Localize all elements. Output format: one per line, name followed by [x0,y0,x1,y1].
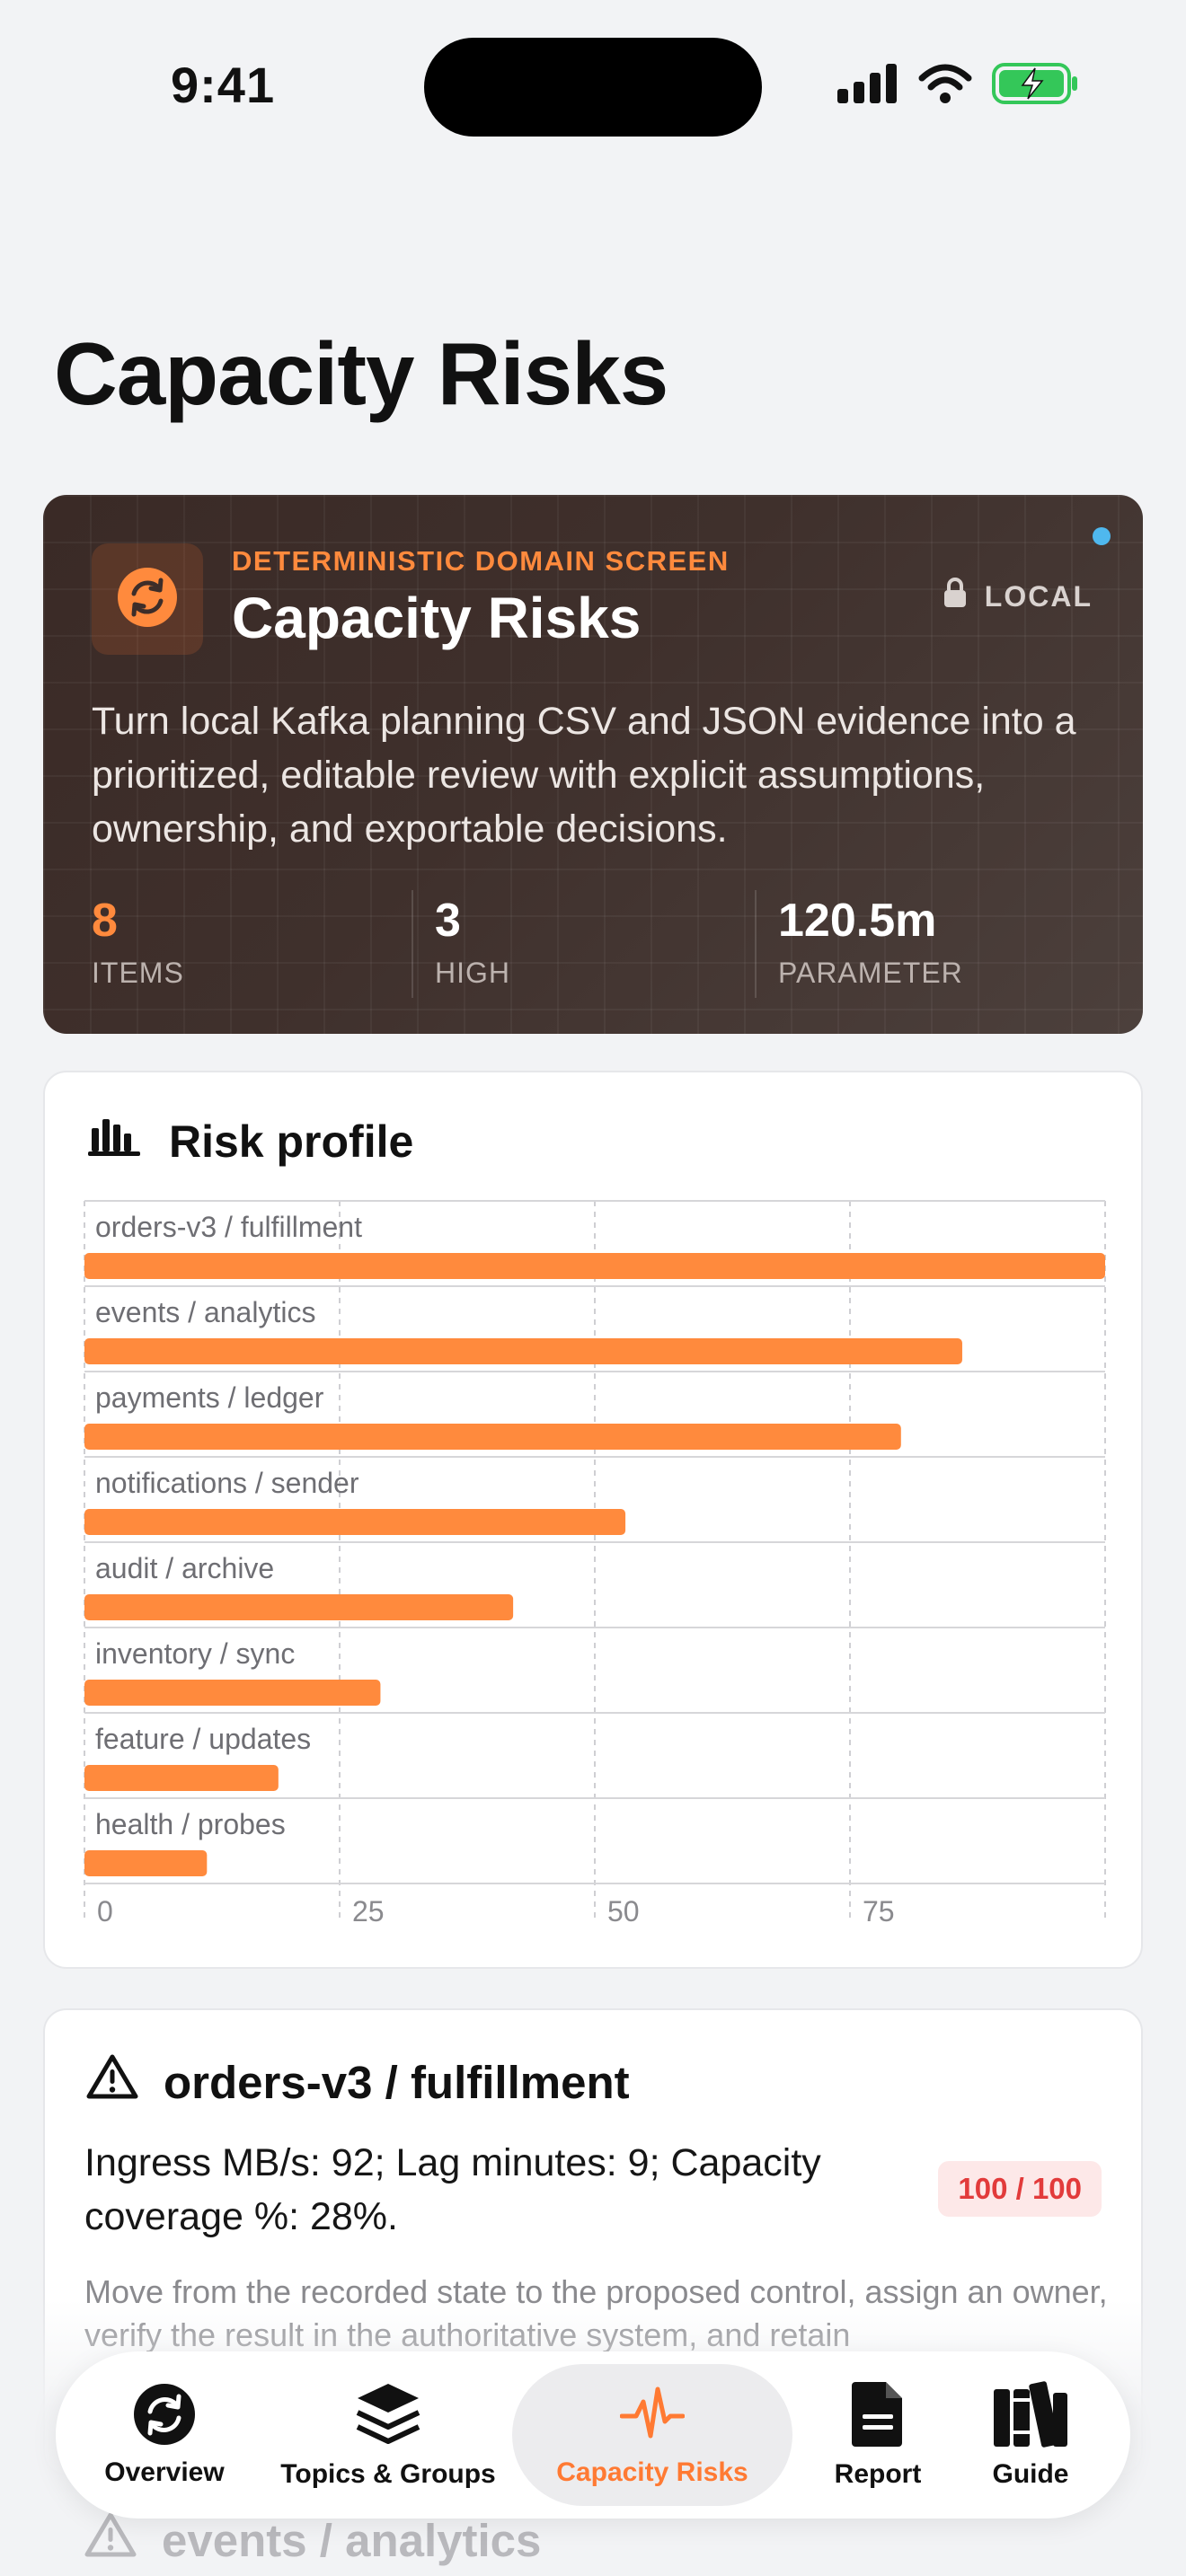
x-tick-label: 25 [352,1895,385,1928]
x-tick-label: 50 [607,1895,640,1928]
books-icon [992,2380,1069,2448]
tab-guide[interactable]: Guide [963,2351,1098,2519]
warning-icon [84,2511,137,2569]
tab-label: Topics & Groups [280,2459,496,2489]
pulse-icon [620,2382,685,2447]
hero-title: Capacity Risks [232,586,642,650]
tab-label: Overview [104,2457,225,2487]
stat-label: HIGH [435,957,510,989]
bar [84,1850,208,1876]
bar [84,1680,381,1706]
tab-label: Capacity Risks [556,2457,748,2487]
status-bar: 9:41 [0,0,1186,171]
stat-label: PARAMETER [778,957,963,989]
bar-category-label: orders-v3 / fulfillment [95,1211,362,1243]
battery-charging-icon [992,63,1078,109]
dynamic-island [424,38,762,137]
wifi-icon [918,64,972,108]
bar-category-label: payments / ledger [95,1381,324,1414]
risk-item-summary: Ingress MB/s: 92; Lag minutes: 9; Capaci… [84,2141,821,2238]
status-indicator-dot [1093,527,1111,545]
hero-stats: 8 ITEMS 3 HIGH 120.5m PARAMETER [92,890,1098,998]
x-tick-label: 0 [97,1895,113,1928]
page-title: Capacity Risks [54,324,668,423]
bar-category-label: inventory / sync [95,1637,295,1670]
tab-topics-groups[interactable]: Topics & Groups [280,2351,496,2519]
status-time: 9:41 [171,57,276,113]
bar [84,1424,901,1450]
bar-category-label: feature / updates [95,1723,311,1755]
bar-category-label: audit / archive [95,1552,274,1584]
tab-bar: Overview Topics & Groups Capacity Risks [56,2351,1130,2519]
hero-icon-container [92,543,203,655]
x-tick-label: 75 [863,1895,895,1928]
local-badge-label: LOCAL [984,579,1093,613]
risk-profile-card: Risk profile orders-v3 / fulfillment even… [43,1071,1143,1969]
stat-items: 8 ITEMS [92,890,412,998]
bar [84,1253,1105,1279]
bar-category-label: events / analytics [95,1296,315,1328]
risk-profile-header: Risk profile [88,1116,413,1168]
sync-icon [132,2382,197,2447]
risk-profile-chart: orders-v3 / fulfillment events / analytic… [84,1200,1106,1928]
stat-parameter: 120.5m PARAMETER [755,890,1098,998]
bar-category-label: health / probes [95,1808,286,1840]
bar [84,1509,626,1535]
hero-card: DETERMINISTIC DOMAIN SCREEN Capacity Ris… [43,495,1143,1034]
local-badge: LOCAL [943,578,1093,615]
risk-item-title: orders-v3 / fulfillment [164,2056,630,2108]
status-icons [837,63,1078,109]
document-icon [850,2380,906,2448]
score-badge: 100 / 100 [938,2161,1102,2217]
hero-description: Turn local Kafka planning CSV and JSON e… [92,700,1076,851]
next-risk-item-title: events / analytics [162,2514,542,2566]
stat-high: 3 HIGH [412,890,755,998]
stat-value: 3 [435,895,461,947]
sync-icon [114,564,181,635]
signal-icon [837,64,898,108]
lock-icon [943,578,967,615]
next-risk-item-header[interactable]: events / analytics [84,2511,541,2569]
risk-profile-title: Risk profile [169,1116,414,1167]
bar [84,1765,279,1791]
hero-eyebrow: DETERMINISTIC DOMAIN SCREEN [232,545,730,577]
stat-value: 8 [92,895,118,947]
warning-icon [86,2053,138,2111]
bar [84,1594,514,1620]
tab-label: Report [834,2459,922,2489]
bar [84,1338,962,1364]
tab-overview[interactable]: Overview [81,2351,248,2519]
tab-report[interactable]: Report [810,2351,945,2519]
stat-label: ITEMS [92,957,184,989]
risk-item-header: orders-v3 / fulfillment [86,2053,630,2111]
bar-category-label: notifications / sender [95,1467,359,1499]
layers-icon [354,2380,422,2448]
stat-value: 120.5m [778,895,937,947]
tab-capacity-risks[interactable]: Capacity Risks [512,2351,792,2519]
bar-chart-icon [88,1116,140,1168]
tab-label: Guide [992,2459,1069,2489]
